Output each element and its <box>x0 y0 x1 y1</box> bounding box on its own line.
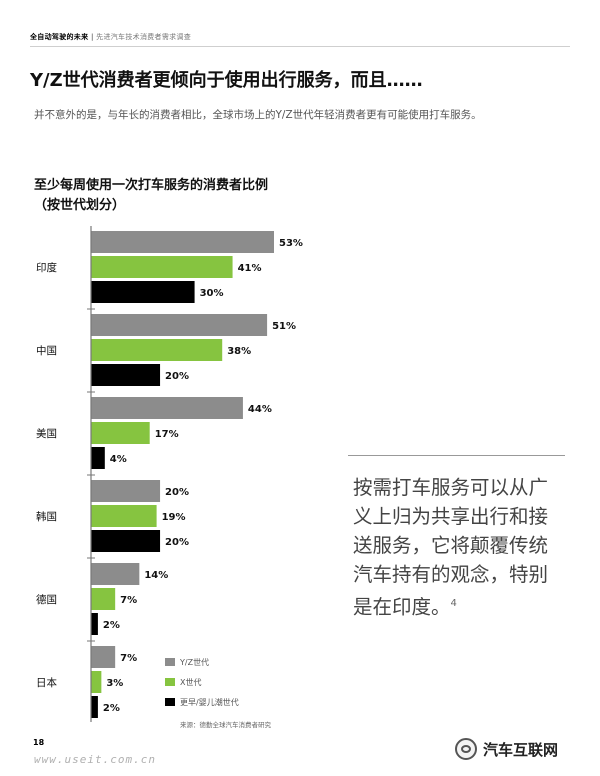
bar-boomer <box>91 447 105 469</box>
bar-x <box>91 422 150 444</box>
data-label: 41% <box>238 263 262 274</box>
bar-yz <box>91 397 243 419</box>
bar-yz <box>91 480 161 502</box>
data-label: 30% <box>200 288 224 299</box>
data-label: 7% <box>120 595 137 606</box>
data-label: 20% <box>165 487 189 498</box>
footnote-ref: 4 <box>450 598 457 609</box>
category-label: 印度 <box>36 261 57 274</box>
bar-x <box>91 671 102 693</box>
bar-boomer <box>91 281 195 303</box>
pull-quote-text: 按需打车服务可以从广义上归为共享出行和接送服务，它将颠覆传统汽车持有的观念，特别… <box>353 476 549 619</box>
bar-yz <box>91 314 268 336</box>
bar-yz <box>91 646 116 668</box>
data-label: 2% <box>103 703 120 714</box>
data-label: 19% <box>162 512 186 523</box>
intro-text: 并不意外的是，与年长的消费者相比，全球市场上的Y/Z世代年轻消费者更有可能使用打… <box>34 109 482 121</box>
data-label: 51% <box>272 321 296 332</box>
data-label: 14% <box>144 570 168 581</box>
doc-title: 全自动驾驶的未来 <box>30 33 89 41</box>
data-label: 20% <box>165 537 189 548</box>
category-label: 美国 <box>36 427 57 440</box>
bar-x <box>91 339 223 361</box>
category-label: 日本 <box>36 676 57 689</box>
source-note: 来源：德勤全球汽车消费者研究 <box>180 721 271 729</box>
document-header: 全自动驾驶的未来 | 先进汽车技术消费者需求调查 <box>30 32 191 42</box>
category-label: 德国 <box>36 593 57 606</box>
header-divider <box>30 46 570 47</box>
chart-title-line2: （按世代划分） <box>34 198 126 213</box>
legend-swatch-boomer <box>165 698 175 706</box>
legend-item-x: X世代 <box>165 677 202 688</box>
watermark-brand-text: 汽车互联网 <box>483 740 559 759</box>
chart-title-line1: 至少每周使用一次打车服务的消费者比例 <box>34 178 269 193</box>
legend-item-boomer: 更早/婴儿潮世代 <box>165 697 239 708</box>
data-label: 2% <box>103 620 120 631</box>
chart-title: 至少每周使用一次打车服务的消费者比例 （按世代划分） <box>34 176 268 216</box>
data-label: 44% <box>248 404 272 415</box>
bar-yz <box>91 231 274 253</box>
header-separator: | <box>90 33 94 41</box>
legend-label-yz: Y/Z世代 <box>180 658 210 667</box>
data-label: 53% <box>279 238 303 249</box>
category-label: 韩国 <box>36 510 57 523</box>
wechat-icon <box>455 738 477 760</box>
bar-x <box>91 588 116 610</box>
doc-subtitle: 先进汽车技术消费者需求调查 <box>96 33 192 41</box>
data-label: 7% <box>120 653 137 664</box>
quote-divider <box>348 455 565 456</box>
data-label: 4% <box>110 454 127 465</box>
pull-quote: 按需打车服务可以从广义上归为共享出行和接送服务，它将颠覆传统汽车持有的观念，特别… <box>353 473 563 622</box>
legend-item-yz: Y/Z世代 <box>165 657 210 668</box>
page-number: 18 <box>33 738 45 747</box>
legend-swatch-x <box>165 678 175 686</box>
bar-x <box>91 256 233 278</box>
bar-yz <box>91 563 140 585</box>
legend-label-boomer: 更早/婴儿潮世代 <box>180 698 239 707</box>
bar-boomer <box>91 364 161 386</box>
legend-label-x: X世代 <box>180 678 202 687</box>
watermark-url: www.useit.com.cn <box>34 753 156 766</box>
page-title: Y/Z世代消费者更倾向于使用出行服务，而且…… <box>30 70 423 91</box>
data-label: 38% <box>227 346 251 357</box>
legend-swatch-yz <box>165 658 175 666</box>
data-label: 3% <box>106 678 123 689</box>
bar-boomer <box>91 530 161 552</box>
bar-x <box>91 505 157 527</box>
category-label: 中国 <box>36 344 57 357</box>
data-label: 20% <box>165 371 189 382</box>
bar-boomer <box>91 696 98 718</box>
watermark-brand: 汽车互联网 <box>455 738 558 760</box>
bar-boomer <box>91 613 98 635</box>
data-label: 17% <box>155 429 179 440</box>
